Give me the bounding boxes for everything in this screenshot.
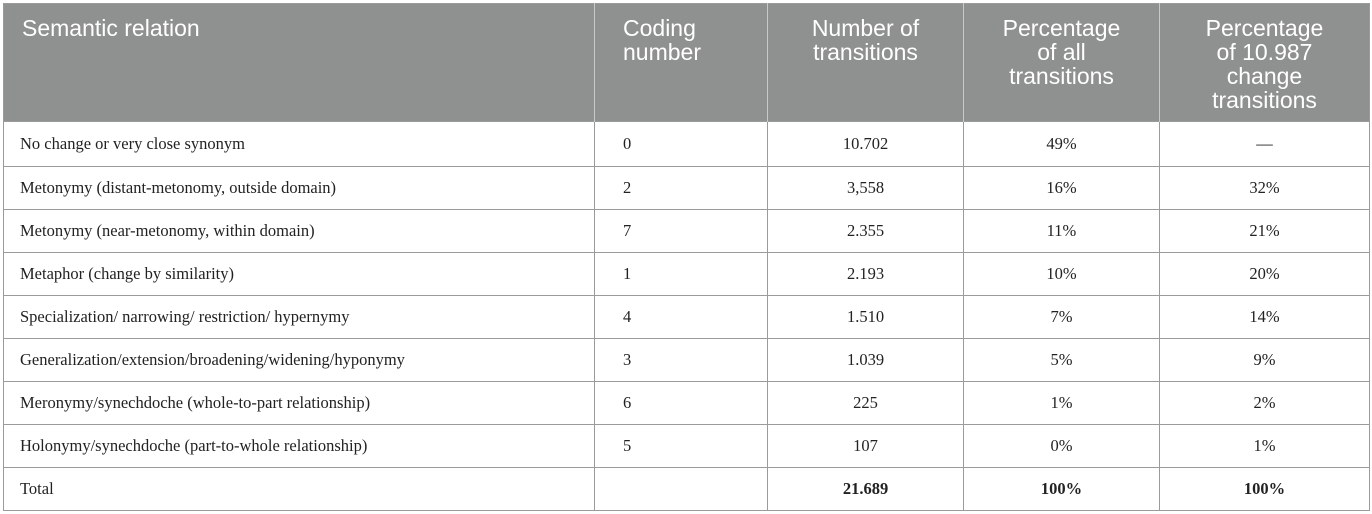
semantic-relations-table: Semantic relation Coding number Number of… bbox=[3, 3, 1370, 511]
total-row: Total 21.689 100% 100% bbox=[3, 467, 1370, 511]
cell-pct-all: 10% bbox=[963, 252, 1160, 296]
cell-relation: Metonymy (distant-metonomy, outside doma… bbox=[3, 166, 595, 210]
cell-count: 2.193 bbox=[767, 252, 964, 296]
cell-count: 10.702 bbox=[767, 121, 964, 167]
cell-pct-all: 5% bbox=[963, 338, 1160, 382]
cell-count: 3,558 bbox=[767, 166, 964, 210]
table-header: Semantic relation Coding number Number of… bbox=[3, 3, 1370, 122]
table-row: Metonymy (distant-metonomy, outside doma… bbox=[3, 166, 1370, 210]
cell-relation: Generalization/extension/broadening/wide… bbox=[3, 338, 595, 382]
cell-total-code bbox=[594, 467, 768, 511]
cell-pct-change: 32% bbox=[1159, 166, 1370, 210]
cell-relation: Metaphor (change by similarity) bbox=[3, 252, 595, 296]
table-row: Metaphor (change by similarity) 1 2.193 … bbox=[3, 252, 1370, 296]
cell-pct-all: 11% bbox=[963, 209, 1160, 253]
table-row: No change or very close synonym 0 10.702… bbox=[3, 121, 1370, 167]
header-row: Semantic relation Coding number Number of… bbox=[3, 3, 1370, 122]
header-coding-number: Coding number bbox=[594, 3, 768, 122]
cell-pct-all: 0% bbox=[963, 424, 1160, 468]
cell-code: 5 bbox=[594, 424, 768, 468]
cell-pct-change: 14% bbox=[1159, 295, 1370, 339]
cell-code: 2 bbox=[594, 166, 768, 210]
cell-total-pct-all: 100% bbox=[963, 467, 1160, 511]
cell-relation: Metonymy (near-metonomy, within domain) bbox=[3, 209, 595, 253]
cell-code: 1 bbox=[594, 252, 768, 296]
cell-pct-all: 49% bbox=[963, 121, 1160, 167]
cell-code: 0 bbox=[594, 121, 768, 167]
cell-relation: Holonymy/synechdoche (part-to-whole rela… bbox=[3, 424, 595, 468]
cell-code: 6 bbox=[594, 381, 768, 425]
cell-count: 1.510 bbox=[767, 295, 964, 339]
cell-total-pct-change: 100% bbox=[1159, 467, 1370, 511]
cell-pct-all: 16% bbox=[963, 166, 1160, 210]
cell-pct-change: 2% bbox=[1159, 381, 1370, 425]
table-row: Specialization/ narrowing/ restriction/ … bbox=[3, 295, 1370, 339]
cell-pct-change: — bbox=[1159, 121, 1370, 167]
cell-code: 7 bbox=[594, 209, 768, 253]
cell-relation: Meronymy/synechdoche (whole-to-part rela… bbox=[3, 381, 595, 425]
cell-pct-change: 21% bbox=[1159, 209, 1370, 253]
cell-pct-change: 9% bbox=[1159, 338, 1370, 382]
cell-count: 1.039 bbox=[767, 338, 964, 382]
cell-count: 107 bbox=[767, 424, 964, 468]
cell-relation: No change or very close synonym bbox=[3, 121, 595, 167]
cell-total-count: 21.689 bbox=[767, 467, 964, 511]
cell-code: 3 bbox=[594, 338, 768, 382]
cell-pct-all: 1% bbox=[963, 381, 1160, 425]
cell-code: 4 bbox=[594, 295, 768, 339]
header-semantic-relation: Semantic relation bbox=[3, 3, 595, 122]
cell-pct-all: 7% bbox=[963, 295, 1160, 339]
header-percentage-change: Percentage of 10.987 change transitions bbox=[1159, 3, 1370, 122]
header-number-of-transitions: Number of transitions bbox=[767, 3, 964, 122]
table-row: Meronymy/synechdoche (whole-to-part rela… bbox=[3, 381, 1370, 425]
table-body: No change or very close synonym 0 10.702… bbox=[3, 121, 1370, 511]
header-percentage-all: Percentage of all transitions bbox=[963, 3, 1160, 122]
cell-total-label: Total bbox=[3, 467, 595, 511]
table-row: Metonymy (near-metonomy, within domain) … bbox=[3, 209, 1370, 253]
table-row: Holonymy/synechdoche (part-to-whole rela… bbox=[3, 424, 1370, 468]
table-row: Generalization/extension/broadening/wide… bbox=[3, 338, 1370, 382]
cell-pct-change: 20% bbox=[1159, 252, 1370, 296]
cell-relation: Specialization/ narrowing/ restriction/ … bbox=[3, 295, 595, 339]
cell-count: 2.355 bbox=[767, 209, 964, 253]
cell-count: 225 bbox=[767, 381, 964, 425]
cell-pct-change: 1% bbox=[1159, 424, 1370, 468]
